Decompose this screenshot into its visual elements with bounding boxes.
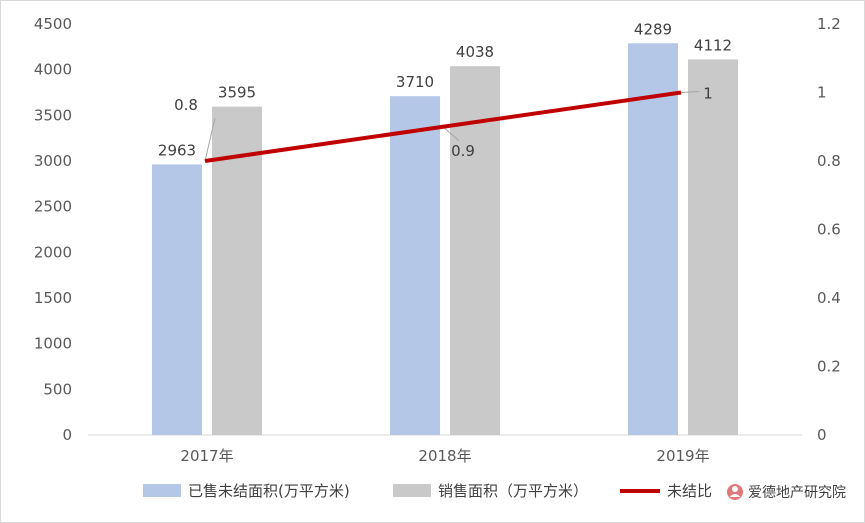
- right-tick-label: 0: [817, 426, 827, 444]
- line-data-label: 1: [703, 85, 713, 103]
- line-data-label: 0.9: [451, 142, 475, 160]
- legend-label-sales: 销售面积（万平方米）: [438, 482, 588, 500]
- left-tick-label: 2500: [34, 198, 72, 216]
- bar: [212, 106, 262, 435]
- watermark: 爱德地产研究院: [727, 484, 846, 501]
- left-tick-label: 4000: [34, 61, 72, 79]
- leader-line: [680, 91, 700, 93]
- left-tick-label: 3500: [34, 106, 72, 124]
- left-tick-label: 0: [62, 426, 72, 444]
- bar: [688, 59, 738, 436]
- left-tick-label: 1500: [34, 289, 72, 307]
- left-tick-label: 1000: [34, 335, 72, 353]
- x-tick-label: 2019年: [656, 447, 709, 465]
- right-tick-label: 0.6: [817, 221, 841, 239]
- bar-data-label: 3710: [396, 73, 434, 91]
- bar-data-label: 3595: [218, 84, 256, 102]
- left-tick-label: 2000: [34, 243, 72, 261]
- left-axis: 0 500 1000 1500 2000 2500 3000 3500 4000 4500: [34, 15, 72, 444]
- right-tick-label: 0.8: [817, 152, 841, 170]
- left-tick-label: 500: [43, 380, 72, 398]
- series-line-ratio: [204, 90, 682, 163]
- line-data-label: 0.8: [174, 96, 198, 114]
- legend-swatch-unsettled: [143, 484, 181, 497]
- x-tick-label: 2017年: [180, 447, 233, 465]
- bar: [390, 96, 440, 436]
- bar-data-label: 4112: [694, 36, 732, 54]
- bar: [152, 164, 202, 435]
- bar: [450, 66, 500, 436]
- right-tick-label: 1: [817, 84, 827, 102]
- legend-label-ratio: 未结比: [667, 482, 712, 500]
- right-tick-label: 0.4: [817, 289, 841, 307]
- person-icon: [727, 484, 743, 500]
- left-tick-label: 4500: [34, 15, 72, 33]
- right-tick-label: 1.2: [817, 15, 841, 33]
- leader-line: [442, 126, 460, 142]
- bar-data-label: 4038: [456, 43, 494, 61]
- leader-lines: [204, 91, 700, 162]
- x-tick-label: 2018年: [418, 447, 471, 465]
- bar-data-label: 4289: [634, 20, 672, 38]
- legend-label-unsettled: 已售未结面积(万平方米): [188, 482, 350, 500]
- legend-swatch-sales: [393, 484, 431, 497]
- legend: 已售未结面积(万平方米) 销售面积（万平方米） 未结比: [143, 482, 712, 500]
- right-tick-label: 0.2: [817, 358, 841, 376]
- leader-line: [204, 117, 216, 162]
- x-axis: 2017年 2018年 2019年: [180, 447, 709, 465]
- bar-data-label: 2963: [158, 141, 196, 159]
- watermark-text: 爱德地产研究院: [748, 485, 846, 501]
- right-axis: 0 0.2 0.4 0.6 0.8 1 1.2: [817, 15, 841, 444]
- data-labels: 2963 3595 3710 4038 4289 4112 0.8 0.9 1: [158, 20, 732, 159]
- bar: [628, 43, 678, 435]
- left-tick-label: 3000: [34, 152, 72, 170]
- bars: [152, 43, 738, 436]
